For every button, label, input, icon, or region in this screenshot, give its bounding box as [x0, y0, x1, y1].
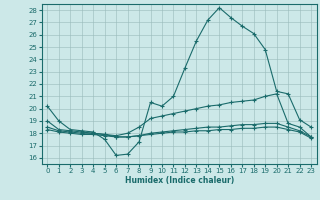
X-axis label: Humidex (Indice chaleur): Humidex (Indice chaleur): [124, 176, 234, 185]
